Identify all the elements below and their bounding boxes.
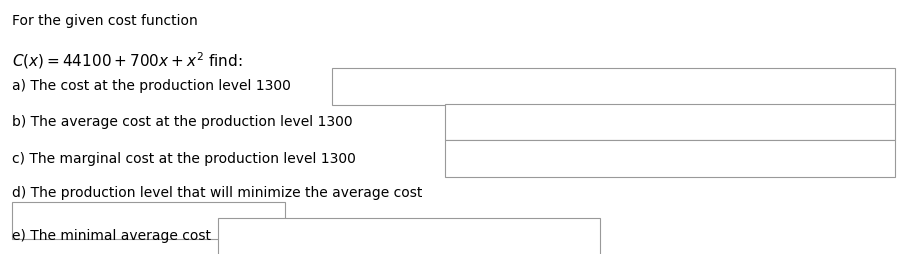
Text: b) The average cost at the production level 1300: b) The average cost at the production le…: [12, 115, 353, 129]
FancyBboxPatch shape: [12, 202, 285, 239]
FancyBboxPatch shape: [218, 218, 600, 254]
FancyBboxPatch shape: [445, 104, 895, 140]
Text: For the given cost function: For the given cost function: [12, 14, 197, 28]
Text: d) The production level that will minimize the average cost: d) The production level that will minimi…: [12, 186, 422, 200]
Text: e) The minimal average cost: e) The minimal average cost: [12, 229, 211, 243]
FancyBboxPatch shape: [332, 68, 895, 105]
FancyBboxPatch shape: [445, 140, 895, 177]
Text: c) The marginal cost at the production level 1300: c) The marginal cost at the production l…: [12, 152, 355, 166]
Text: $C(x) = 44100 + 700x + x^2$ find:: $C(x) = 44100 + 700x + x^2$ find:: [12, 51, 243, 71]
Text: a) The cost at the production level 1300: a) The cost at the production level 1300: [12, 79, 291, 93]
